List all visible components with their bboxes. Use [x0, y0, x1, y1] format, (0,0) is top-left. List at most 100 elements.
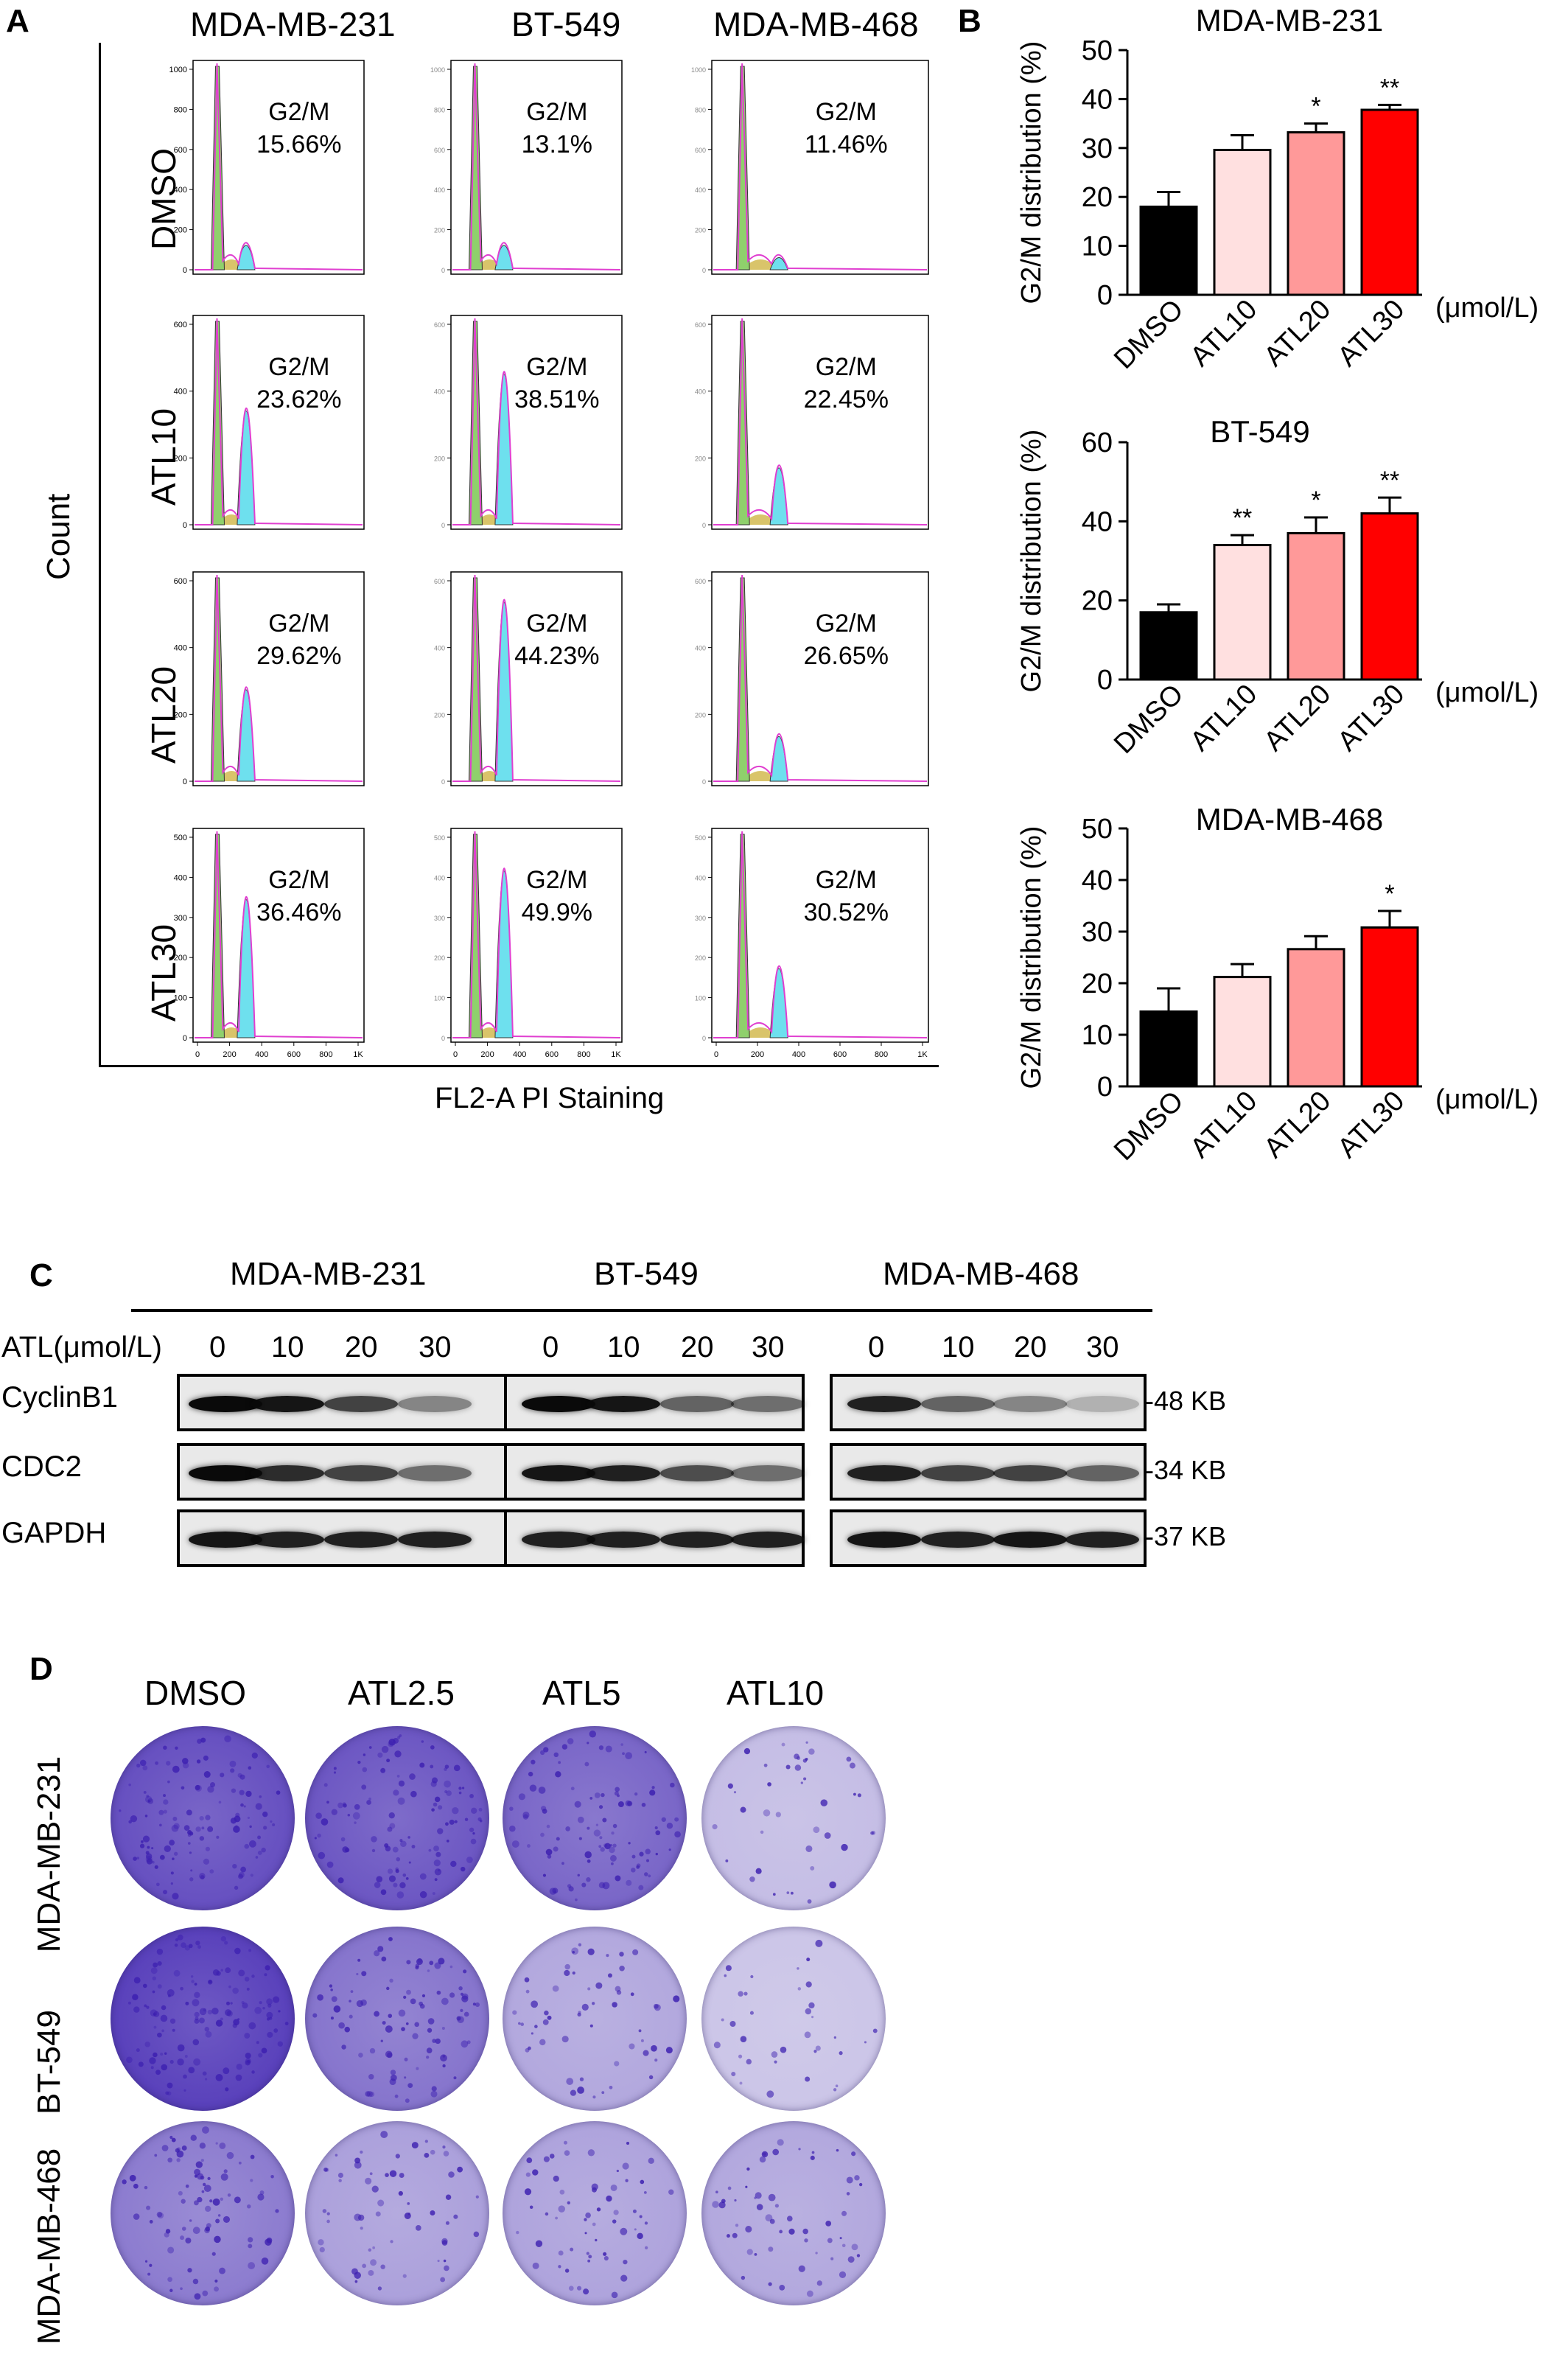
- colony: [466, 2040, 471, 2045]
- colony: [577, 1816, 584, 1823]
- colony: [139, 1843, 145, 1848]
- y-tick-label: 200: [174, 954, 187, 963]
- colony: [570, 2089, 577, 2096]
- colony: [631, 1868, 636, 1873]
- colony: [434, 1796, 441, 1803]
- colony: [813, 1826, 820, 1834]
- colony: [461, 1995, 469, 2002]
- colony: [444, 2265, 449, 2272]
- colony: [284, 2022, 289, 2025]
- y-tick-label: 1000: [430, 66, 445, 74]
- bar: [1287, 948, 1345, 1088]
- fit-line: [452, 831, 621, 1038]
- colony: [732, 2232, 738, 2238]
- colony: [473, 2231, 480, 2238]
- colony: [622, 1752, 625, 1756]
- colony: [368, 2269, 374, 2276]
- colony: [589, 1731, 596, 1738]
- colony: [626, 2141, 630, 2145]
- bar-y-tick-label: 0: [1097, 280, 1113, 311]
- dose-value: 0: [542, 1331, 559, 1363]
- g2m-label: G2/M: [268, 353, 329, 381]
- colony: [841, 2210, 847, 2216]
- colony: [630, 1992, 634, 1997]
- colony: [437, 1828, 444, 1834]
- colony: [810, 2155, 815, 2160]
- g2m-label: G2/M: [526, 353, 587, 381]
- colony: [529, 2205, 533, 2210]
- g2m-percentage: 38.51%: [514, 385, 599, 413]
- protein-label: CyclinB1: [1, 1381, 118, 1414]
- colony: [872, 2028, 878, 2033]
- colony: [398, 2009, 406, 2017]
- colony: [731, 2071, 736, 2077]
- colony: [634, 2228, 637, 2231]
- colony: [450, 1860, 457, 1868]
- colony: [646, 1859, 649, 1862]
- colony: [461, 2040, 469, 2048]
- colony: [199, 1816, 204, 1821]
- colony: [438, 1805, 443, 1810]
- colony: [225, 1967, 231, 1974]
- colony: [151, 1847, 154, 1850]
- colony: [399, 1882, 406, 1889]
- colony: [156, 1948, 164, 1955]
- colony: [178, 2190, 183, 2196]
- colony: [668, 2189, 674, 2195]
- colony: [453, 2076, 457, 2080]
- molecular-weight-label: -37 KB: [1145, 1521, 1227, 1551]
- colony: [399, 1839, 403, 1843]
- colony: [583, 2288, 589, 2295]
- colony-dots: [713, 1939, 878, 2098]
- colony: [454, 1820, 458, 1823]
- colony-dots: [512, 1943, 680, 2099]
- colony: [185, 2237, 192, 2244]
- colony: [214, 2279, 218, 2283]
- colony: [434, 1962, 441, 1969]
- colony: [209, 1869, 214, 1874]
- colony: [248, 2022, 256, 2030]
- colony: [205, 2226, 211, 2232]
- colony: [634, 1792, 638, 1796]
- colony: [205, 1815, 211, 1820]
- bar-unit-label: (μmol/L): [1435, 1084, 1539, 1115]
- colony: [377, 1946, 384, 1952]
- colony: [220, 1773, 225, 1778]
- colony: [377, 2199, 385, 2207]
- colony: [547, 2015, 552, 2020]
- colony: [215, 2142, 218, 2145]
- colony: [815, 2252, 818, 2255]
- colony: [390, 2240, 393, 2243]
- y-tick-label: 400: [434, 874, 445, 881]
- colony: [225, 2009, 232, 2016]
- colony: [577, 2087, 584, 2094]
- bar-category-label: ATL10: [1184, 294, 1263, 373]
- colony: [603, 2255, 609, 2261]
- colony: [402, 1874, 407, 1877]
- colony: [749, 2011, 754, 2015]
- colony: [611, 1832, 615, 1835]
- colony: [368, 1746, 372, 1749]
- colony: [167, 1780, 170, 1784]
- colony: [564, 2269, 570, 2273]
- colony: [326, 2212, 330, 2215]
- y-tick-label: 500: [174, 834, 187, 842]
- bar-category-label: DMSO: [1108, 679, 1189, 760]
- colony: [143, 1790, 147, 1794]
- colony-dots: [318, 2131, 480, 2291]
- colony: [579, 2077, 584, 2081]
- colony: [128, 1783, 131, 1787]
- colony: [805, 1981, 812, 1988]
- colony: [654, 1826, 658, 1830]
- colony: [592, 2222, 596, 2227]
- colony: [244, 1843, 250, 1849]
- colony: [760, 1830, 764, 1834]
- colony: [177, 1934, 183, 1941]
- colony: [768, 2246, 774, 2252]
- colony: [240, 1803, 244, 1807]
- colony: [239, 1789, 245, 1795]
- colony: [516, 2230, 519, 2235]
- colony: [247, 1816, 250, 1819]
- colony: [619, 1965, 625, 1972]
- colony: [790, 1891, 794, 1895]
